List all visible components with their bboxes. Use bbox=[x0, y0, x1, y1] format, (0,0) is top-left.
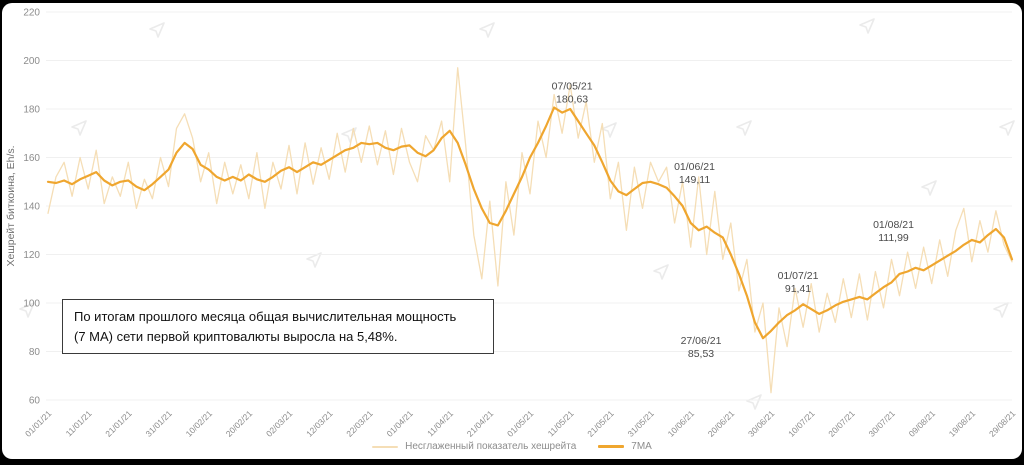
svg-text:180: 180 bbox=[23, 105, 40, 116]
svg-text:220: 220 bbox=[23, 8, 40, 19]
raw-series-swatch bbox=[372, 445, 399, 448]
svg-text:01/04/21: 01/04/21 bbox=[384, 408, 415, 439]
svg-text:180,63: 180,63 bbox=[556, 94, 588, 106]
legend-item-7ma[interactable]: 7MA bbox=[598, 441, 652, 452]
svg-text:10/02/21: 10/02/21 bbox=[184, 408, 215, 439]
svg-text:01/07/21: 01/07/21 bbox=[778, 270, 819, 282]
legend: Несглаженный показатель хешрейта 7MA bbox=[2, 441, 1022, 452]
svg-text:09/08/21: 09/08/21 bbox=[907, 408, 938, 439]
svg-text:100: 100 bbox=[23, 299, 40, 310]
svg-text:21/01/21: 21/01/21 bbox=[103, 408, 134, 439]
svg-text:149,11: 149,11 bbox=[679, 174, 710, 186]
svg-text:01/06/21: 01/06/21 bbox=[674, 161, 715, 173]
svg-text:10/07/21: 10/07/21 bbox=[786, 408, 817, 439]
svg-text:07/05/21: 07/05/21 bbox=[552, 81, 593, 93]
svg-text:111,99: 111,99 bbox=[878, 232, 909, 244]
ma-series-label: 7MA bbox=[631, 441, 652, 452]
svg-text:27/06/21: 27/06/21 bbox=[681, 335, 722, 347]
svg-text:120: 120 bbox=[23, 250, 40, 261]
svg-text:19/08/21: 19/08/21 bbox=[947, 408, 978, 439]
svg-text:21/04/21: 21/04/21 bbox=[465, 408, 496, 439]
svg-text:140: 140 bbox=[23, 202, 40, 213]
svg-text:10/06/21: 10/06/21 bbox=[666, 408, 697, 439]
svg-text:01/08/21: 01/08/21 bbox=[873, 219, 914, 231]
hashrate-chart: 60 80 100 120 140 160 180 200 220 01/01/21 11/01/2… bbox=[5, 8, 1018, 439]
svg-text:11/04/21: 11/04/21 bbox=[425, 408, 455, 438]
svg-text:200: 200 bbox=[23, 56, 40, 67]
raw-series-label: Несглаженный показатель хешрейта bbox=[405, 441, 577, 452]
svg-text:29/08/21: 29/08/21 bbox=[987, 408, 1018, 439]
svg-text:01/01/21: 01/01/21 bbox=[23, 408, 54, 439]
svg-text:30/07/21: 30/07/21 bbox=[866, 408, 897, 439]
legend-item-raw[interactable]: Несглаженный показатель хешрейта bbox=[372, 441, 576, 452]
svg-text:11/05/21: 11/05/21 bbox=[546, 408, 576, 438]
svg-text:30/06/21: 30/06/21 bbox=[746, 408, 777, 439]
svg-text:31/01/21: 31/01/21 bbox=[143, 408, 174, 439]
svg-text:20/07/21: 20/07/21 bbox=[826, 408, 857, 439]
svg-text:60: 60 bbox=[29, 396, 41, 407]
svg-text:160: 160 bbox=[23, 153, 40, 164]
summary-infobox: По итогам прошлого месяца общая вычислит… bbox=[62, 299, 494, 354]
summary-infobox-line1: По итогам прошлого месяца общая вычислит… bbox=[74, 309, 457, 324]
svg-text:11/01/21: 11/01/21 bbox=[64, 408, 94, 438]
svg-text:21/05/21: 21/05/21 bbox=[585, 408, 616, 439]
svg-text:02/03/21: 02/03/21 bbox=[264, 408, 295, 439]
svg-text:22/03/21: 22/03/21 bbox=[344, 408, 375, 439]
ma-series-swatch bbox=[598, 445, 625, 448]
svg-text:Хешрейт биткоина, Eh/s.: Хешрейт биткоина, Eh/s. bbox=[5, 145, 17, 266]
svg-text:85,53: 85,53 bbox=[688, 348, 714, 360]
svg-text:91,41: 91,41 bbox=[785, 283, 811, 295]
svg-text:31/05/21: 31/05/21 bbox=[625, 408, 656, 439]
svg-text:20/06/21: 20/06/21 bbox=[706, 408, 737, 439]
summary-infobox-line2: (7 MA) сети первой криптовалюты выросла … bbox=[74, 328, 398, 344]
chart-panel: 60 80 100 120 140 160 180 200 220 01/01/21 11/01/2… bbox=[2, 3, 1022, 459]
svg-text:80: 80 bbox=[29, 347, 41, 358]
svg-text:12/03/21: 12/03/21 bbox=[304, 408, 335, 439]
svg-text:20/02/21: 20/02/21 bbox=[224, 408, 255, 439]
svg-text:01/05/21: 01/05/21 bbox=[505, 408, 536, 439]
